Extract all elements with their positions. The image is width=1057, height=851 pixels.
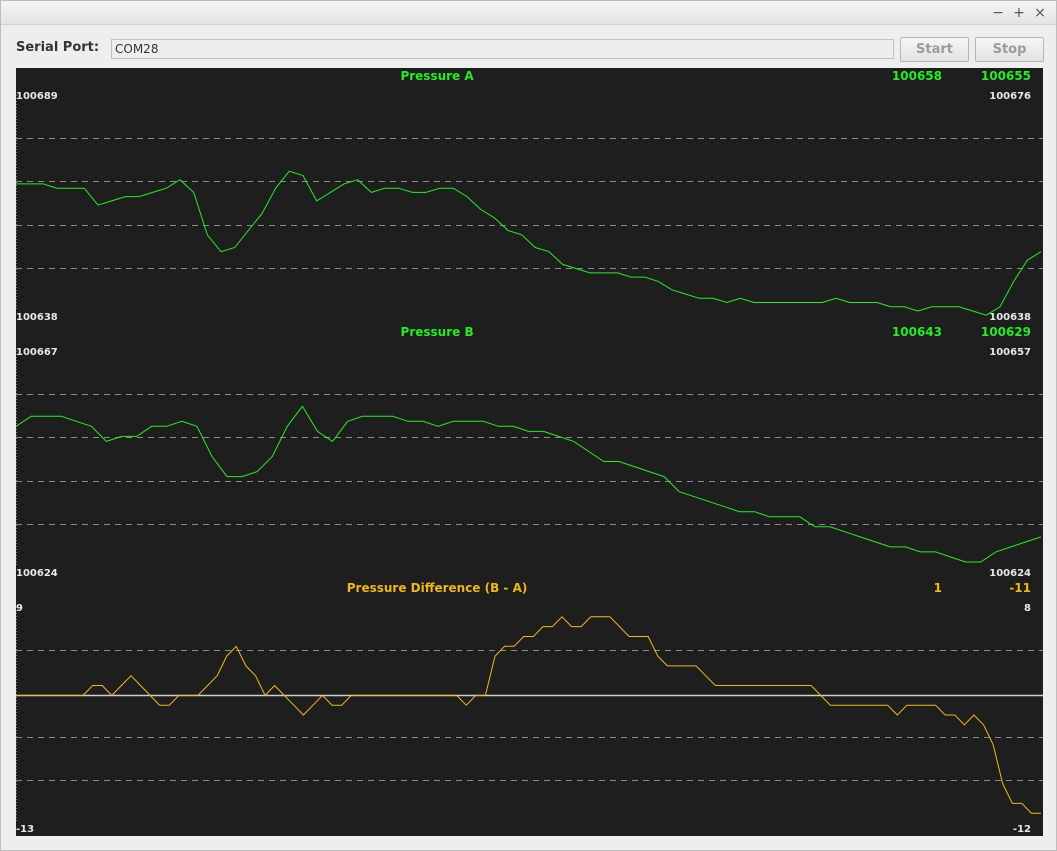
y-axis-max-left: 100667 — [16, 347, 58, 358]
close-icon[interactable]: × — [1034, 5, 1046, 21]
right-value-label: -11 — [1009, 581, 1031, 595]
current-value-label: 1 — [934, 581, 942, 595]
right-value-label: 100629 — [981, 325, 1031, 339]
y-axis-min-left: -13 — [16, 824, 34, 835]
serial-port-label: Serial Port: — [16, 40, 100, 55]
series-line — [16, 405, 1042, 563]
chart-panel-3: Pressure Difference (B - A) 1 -11 9 8 -13 -12 — [16, 581, 1043, 835]
y-axis-min-right: -12 — [1013, 824, 1031, 835]
chart-title: Pressure A — [400, 69, 474, 83]
y-axis-min-right: 100638 — [989, 312, 1031, 323]
series-line — [16, 616, 1041, 814]
right-value-label: 100655 — [981, 69, 1031, 83]
stop-button[interactable]: Stop — [975, 37, 1044, 62]
y-axis-max-right: 8 — [1024, 603, 1031, 614]
chart-area: Pressure A 100658 100655 100689 100676 100638… — [16, 68, 1043, 836]
chart-panel-2: Pressure B 100643 100629 100667 100657 100624… — [16, 325, 1043, 579]
current-value-label: 100643 — [892, 325, 942, 339]
title-bar: − + × — [1, 1, 1056, 25]
chart-title: Pressure Difference (B - A) — [347, 581, 528, 595]
y-axis-max-left: 9 — [16, 603, 23, 614]
y-axis-min-left: 100638 — [16, 312, 58, 323]
maximize-icon[interactable]: + — [1013, 5, 1025, 21]
charts-canvas: Pressure A 100658 100655 100689 100676 100638… — [16, 69, 1043, 835]
chart-title: Pressure B — [401, 325, 474, 339]
toolbar: Serial Port: Start Stop — [1, 26, 1056, 66]
y-axis-max-left: 100689 — [16, 91, 58, 102]
y-axis-max-right: 100676 — [989, 91, 1031, 102]
y-axis-min-left: 100624 — [16, 568, 58, 579]
serial-port-input[interactable] — [111, 39, 894, 59]
series-line — [16, 170, 1042, 316]
current-value-label: 100658 — [892, 69, 942, 83]
start-button[interactable]: Start — [900, 37, 969, 62]
minimize-icon[interactable]: − — [992, 5, 1004, 21]
y-axis-min-right: 100624 — [989, 568, 1031, 579]
y-axis-max-right: 100657 — [989, 347, 1031, 358]
chart-panel-1: Pressure A 100658 100655 100689 100676 100638… — [16, 69, 1043, 323]
